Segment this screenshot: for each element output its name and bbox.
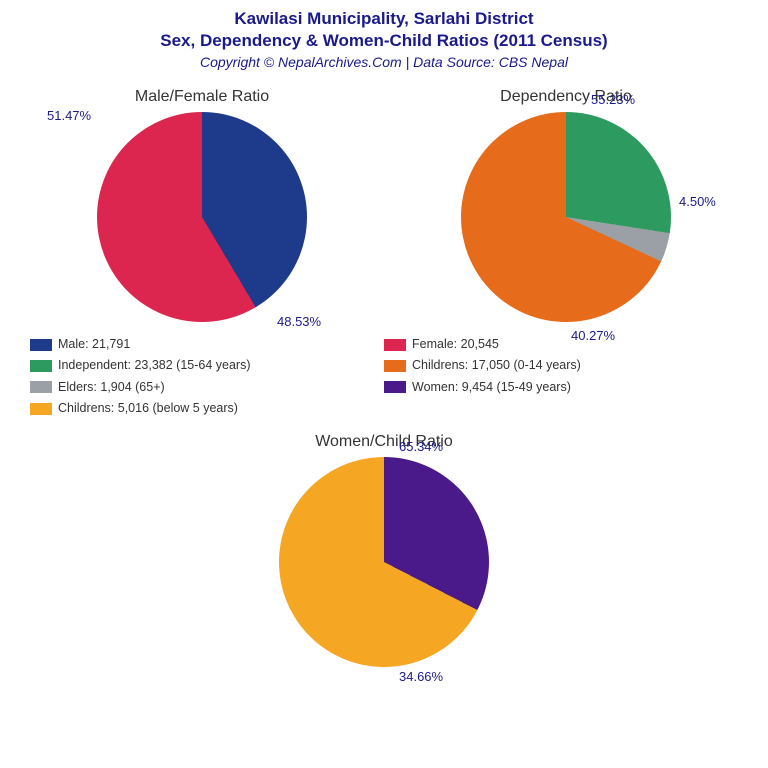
chart2-pie: [461, 112, 671, 322]
legend-item: Elders: 1,904 (65+): [30, 377, 384, 398]
legend-item: Childrens: 17,050 (0-14 years): [384, 355, 738, 376]
legend-item: Independent: 23,382 (15-64 years): [30, 355, 384, 376]
chart1-label-female: 48.53%: [277, 314, 321, 329]
main-title-line2: Sex, Dependency & Women-Child Ratios (20…: [0, 30, 768, 52]
top-charts-row: Male/Female Ratio 51.47% 48.53% Dependen…: [0, 88, 768, 322]
chart3-label-children: 34.66%: [399, 669, 443, 684]
chart1-title: Male/Female Ratio: [135, 88, 269, 106]
legend-swatch: [30, 403, 52, 415]
legend-swatch: [384, 381, 406, 393]
chart2-label-elders: 4.50%: [679, 194, 716, 209]
chart-male-female: Male/Female Ratio 51.47% 48.53%: [32, 88, 372, 322]
chart3-pie: [279, 457, 489, 667]
chart-women-child: Women/Child Ratio 65.34% 34.66%: [0, 433, 768, 667]
legend-item: Childrens: 5,016 (below 5 years): [30, 398, 384, 419]
legend-text: Women: 9,454 (15-49 years): [412, 377, 571, 398]
legend-swatch: [384, 339, 406, 351]
chart-dependency: Dependency Ratio 55.23% 4.50% 40.27%: [396, 88, 736, 322]
legend-text: Childrens: 5,016 (below 5 years): [58, 398, 238, 419]
title-block: Kawilasi Municipality, Sarlahi District …: [0, 0, 768, 70]
legend-swatch: [384, 360, 406, 372]
legend-text: Female: 20,545: [412, 334, 499, 355]
chart3-pie-wrap: 65.34% 34.66%: [279, 457, 489, 667]
legend: Male: 21,791 Female: 20,545 Independent: 2…: [30, 334, 738, 419]
legend-text: Independent: 23,382 (15-64 years): [58, 355, 251, 376]
chart2-label-independent: 55.23%: [591, 92, 635, 107]
main-title-line1: Kawilasi Municipality, Sarlahi District: [0, 8, 768, 30]
legend-text: Elders: 1,904 (65+): [58, 377, 165, 398]
legend-swatch: [30, 360, 52, 372]
chart1-pie-wrap: 51.47% 48.53%: [97, 112, 307, 322]
legend-item: Female: 20,545: [384, 334, 738, 355]
chart1-label-male: 51.47%: [47, 108, 91, 123]
chart2-pie-wrap: 55.23% 4.50% 40.27%: [461, 112, 671, 322]
legend-swatch: [30, 381, 52, 393]
chart1-pie: [97, 112, 307, 322]
chart2-label-children: 40.27%: [571, 328, 615, 343]
subtitle: Copyright © NepalArchives.Com | Data Sou…: [0, 54, 768, 70]
legend-item: Male: 21,791: [30, 334, 384, 355]
chart3-label-women: 65.34%: [399, 439, 443, 454]
legend-text: Male: 21,791: [58, 334, 130, 355]
legend-swatch: [30, 339, 52, 351]
legend-item: Women: 9,454 (15-49 years): [384, 377, 738, 398]
legend-text: Childrens: 17,050 (0-14 years): [412, 355, 581, 376]
